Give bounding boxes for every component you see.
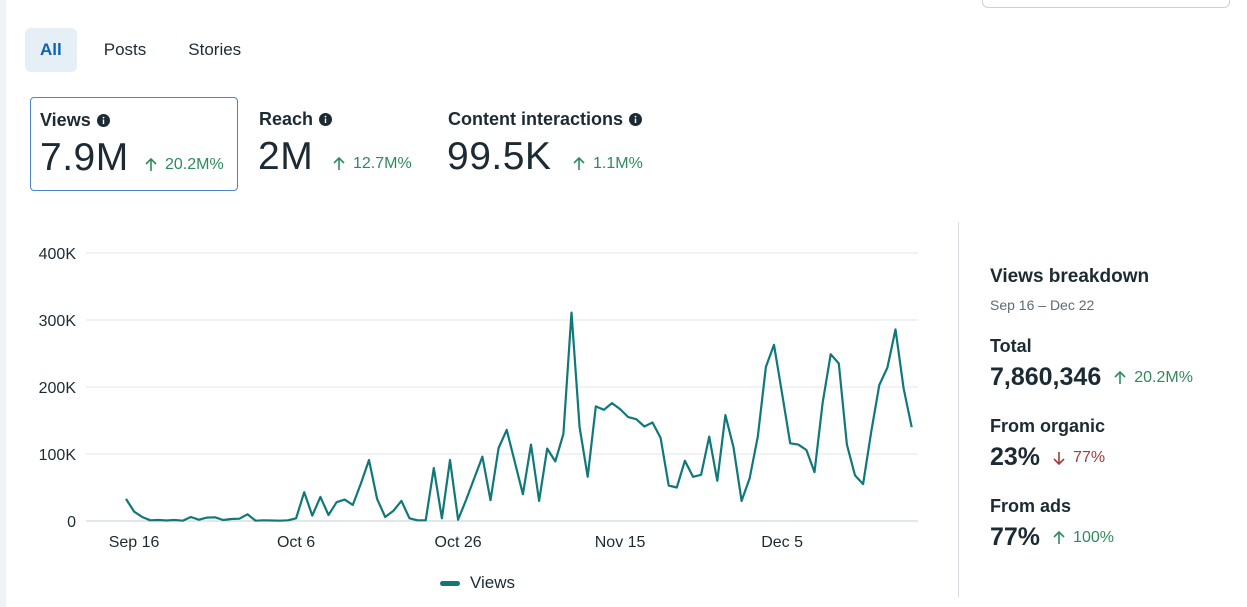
chart-legend[interactable]: Views [440,573,515,593]
metric-change-text: 20.2M% [165,156,224,173]
arrow-up-icon [1114,370,1126,384]
x-tick-label: Dec 5 [761,534,803,551]
metric-card-reach[interactable]: Reach 2M 12.7M% [250,97,430,191]
breakdown-total: Total 7,860,346 20.2M% [990,336,1193,392]
tab-posts[interactable]: Posts [103,40,147,59]
arrow-up-icon [145,158,157,171]
breakdown-organic-change-text: 77% [1073,448,1106,466]
metric-label-reach: Reach [259,109,333,130]
arrow-down-icon [1053,451,1065,465]
views-breakdown-panel: Views breakdown Sep 16 – Dec 22 Total 7,… [990,266,1240,551]
arrow-up-icon [333,157,345,170]
arrow-up-icon [573,157,585,170]
metric-change-content-interactions: 1.1M% [573,155,643,173]
breakdown-date-range: Sep 16 – Dec 22 [990,297,1095,313]
metric-label-content-interactions: Content interactions [448,109,643,130]
breakdown-total-label: Total [990,336,1032,356]
breakdown-total-value: 7,860,346 [990,363,1102,391]
metric-label-views: Views [40,110,110,131]
metric-label-text: Views [40,110,91,130]
x-tick-label: Oct 6 [277,534,315,551]
y-tick-label: 100K [39,447,77,464]
content-type-tabs: All Posts Stories [25,28,268,72]
breakdown-ads-change-text: 100% [1073,528,1114,546]
breakdown-title: Views breakdown [990,266,1150,287]
metric-value-reach: 2M [258,135,314,178]
breakdown-organic-label: From organic [990,416,1106,436]
date-range-selector[interactable] [982,0,1230,8]
breakdown-ads: From ads 77% 100% [990,496,1114,552]
breakdown-ads-value: 77% [990,523,1041,551]
metric-change-views: 20.2M% [145,156,224,174]
y-tick-label: 200K [39,380,77,397]
breakdown-organic: From organic 23% 77% [990,416,1105,472]
metric-change-reach: 12.7M% [333,155,412,173]
breakdown-ads-label: From ads [990,496,1072,516]
series-line-views[interactable] [125,311,913,522]
metric-label-text: Content interactions [448,109,624,129]
breakdown-organic-change: 77% [1053,449,1105,467]
views-chart: 0 100K 200K 300K 400K Sep 16 Oct 6 Oct 26 Nov 15… [30,225,930,607]
metric-value-views: 7.9M [40,136,129,179]
x-tick-label: Sep 16 [109,534,160,551]
left-panel-edge [0,0,6,607]
metric-card-views[interactable]: Views 7.9M 20.2M% [30,97,238,191]
info-icon[interactable] [319,113,333,126]
x-tick-label: Oct 26 [435,534,482,551]
info-icon[interactable] [96,114,110,127]
arrow-up-icon [1053,530,1065,544]
info-icon[interactable] [629,113,643,126]
metric-label-text: Reach [259,109,314,129]
y-tick-label: 0 [67,514,76,531]
metric-card-content-interactions[interactable]: Content interactions 99.5K 1.1M% [440,97,680,191]
breakdown-ads-change: 100% [1053,529,1114,547]
x-tick-label: Nov 15 [595,534,646,551]
breakdown-total-change-text: 20.2M% [1134,368,1193,386]
metric-change-text: 12.7M% [353,155,412,172]
tab-stories[interactable]: Stories [188,40,242,59]
panel-divider [958,222,959,597]
legend-label-views: Views [470,573,516,592]
y-tick-label: 300K [39,313,77,330]
y-tick-label: 400K [39,246,77,263]
metric-change-text: 1.1M% [593,155,643,172]
legend-swatch [440,580,460,586]
metric-value-content-interactions: 99.5K [447,135,552,178]
tab-all[interactable]: All [25,28,77,72]
breakdown-organic-value: 23% [990,443,1041,471]
views-line-chart[interactable]: 0 100K 200K 300K 400K Sep 16 Oct 6 Oct 26 Nov 15… [30,225,930,565]
breakdown-total-change: 20.2M% [1114,369,1193,387]
